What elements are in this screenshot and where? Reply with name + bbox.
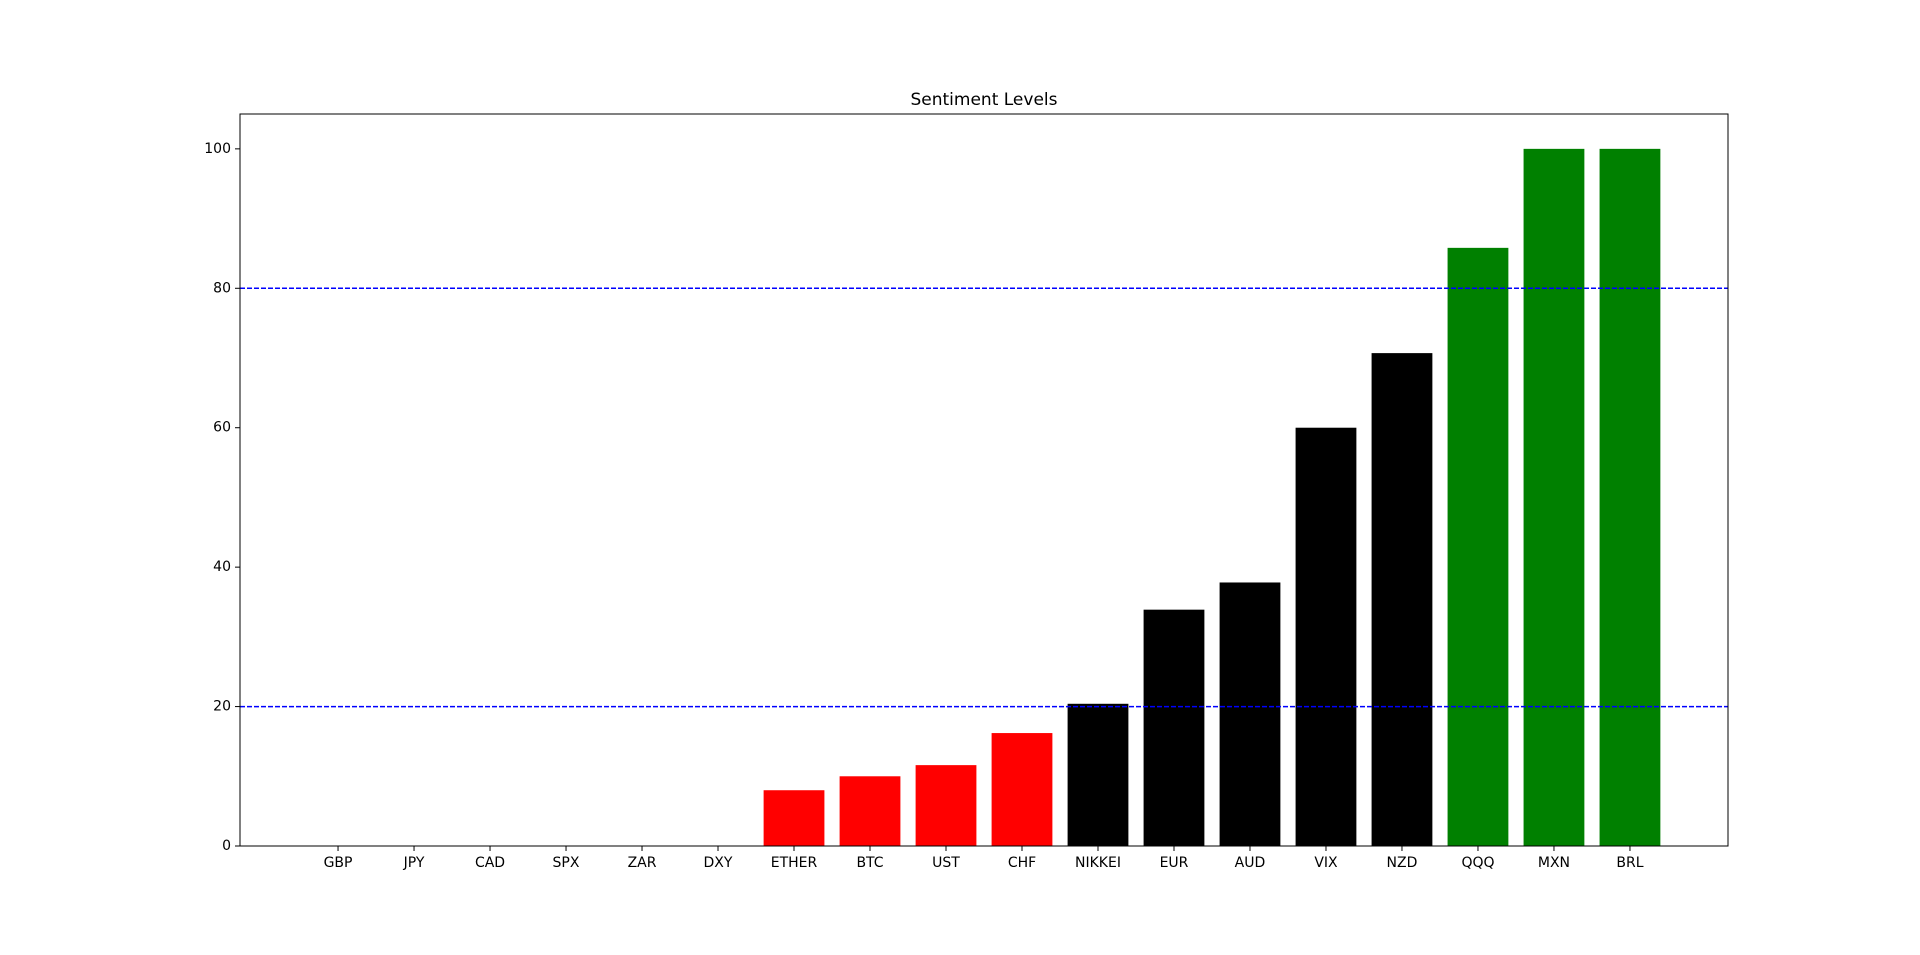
bar	[1599, 148, 1661, 846]
x-tick-label: AUD	[1235, 855, 1266, 871]
x-tick-label: DXY	[704, 855, 733, 871]
y-tick-label: 100	[204, 141, 231, 157]
y-tick-label: 80	[213, 280, 231, 296]
bar	[1067, 703, 1129, 846]
chart-title: Sentiment Levels	[910, 90, 1057, 110]
x-tick-label: JPY	[403, 855, 425, 871]
x-tick-label: BRL	[1616, 855, 1643, 871]
y-tick-label: 0	[222, 838, 231, 854]
bar	[839, 776, 901, 846]
plot-frame	[239, 113, 1729, 847]
x-tick-label: VIX	[1314, 855, 1338, 871]
bar	[1295, 427, 1357, 846]
x-tick-label: BTC	[856, 855, 883, 871]
bar	[1523, 148, 1585, 846]
bar	[1219, 582, 1281, 846]
bar	[763, 790, 825, 846]
x-tick-label: SPX	[553, 855, 580, 871]
bar	[1371, 353, 1433, 846]
bar	[915, 765, 977, 846]
bar	[1143, 609, 1205, 846]
y-tick-label: 40	[213, 559, 231, 575]
bar	[1447, 247, 1509, 846]
x-tick-label: NIKKEI	[1075, 855, 1121, 871]
x-tick-label: UST	[932, 855, 960, 871]
x-tick-label: ZAR	[628, 855, 657, 871]
x-tick-label: CAD	[475, 855, 505, 871]
x-tick-label: GBP	[324, 855, 353, 871]
y-tick-label: 60	[213, 420, 231, 436]
y-tick-label: 20	[213, 699, 231, 715]
x-tick-label: CHF	[1008, 855, 1036, 871]
x-tick-label: QQQ	[1461, 855, 1494, 871]
x-tick-label: ETHER	[771, 855, 818, 871]
x-tick-label: MXN	[1538, 855, 1570, 871]
x-tick-label: EUR	[1160, 855, 1189, 871]
bar	[991, 733, 1053, 846]
x-tick-label: NZD	[1387, 855, 1418, 871]
